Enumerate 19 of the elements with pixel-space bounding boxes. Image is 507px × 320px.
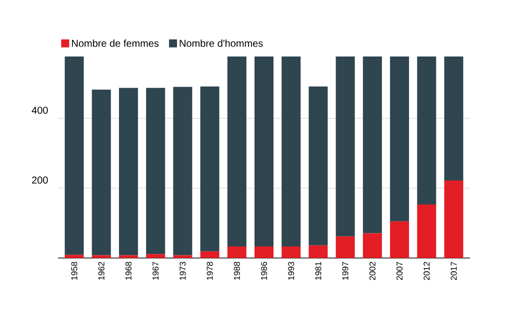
x-tick-label: 1968 [125, 262, 132, 280]
x-tick-label: 1981 [315, 262, 322, 280]
y-tick-label: 200 [32, 176, 48, 184]
x-tick-label: 1962 [98, 262, 104, 280]
legend-label: Nombre de femmes [72, 40, 159, 47]
x-tick-label: 1997 [342, 262, 348, 280]
x-tick-label: 2017 [450, 262, 457, 280]
x-tick-label: 1993 [288, 262, 294, 280]
x-tick-label: 1988 [234, 262, 240, 280]
y-tick-label: 400 [32, 106, 48, 114]
x-tick-label: 1967 [152, 262, 159, 280]
x-tick-label: 2002 [369, 262, 376, 280]
x-tick-label: 1973 [180, 262, 186, 280]
x-tick-label: 1978 [206, 262, 213, 280]
x-tick-label: 2007 [396, 262, 403, 280]
x-tick-label: 1958 [71, 262, 78, 280]
x-tick-label: 1986 [260, 262, 268, 280]
x-tick-label: 2012 [424, 262, 430, 280]
legend-label: Nombre d'hommes [180, 40, 263, 47]
